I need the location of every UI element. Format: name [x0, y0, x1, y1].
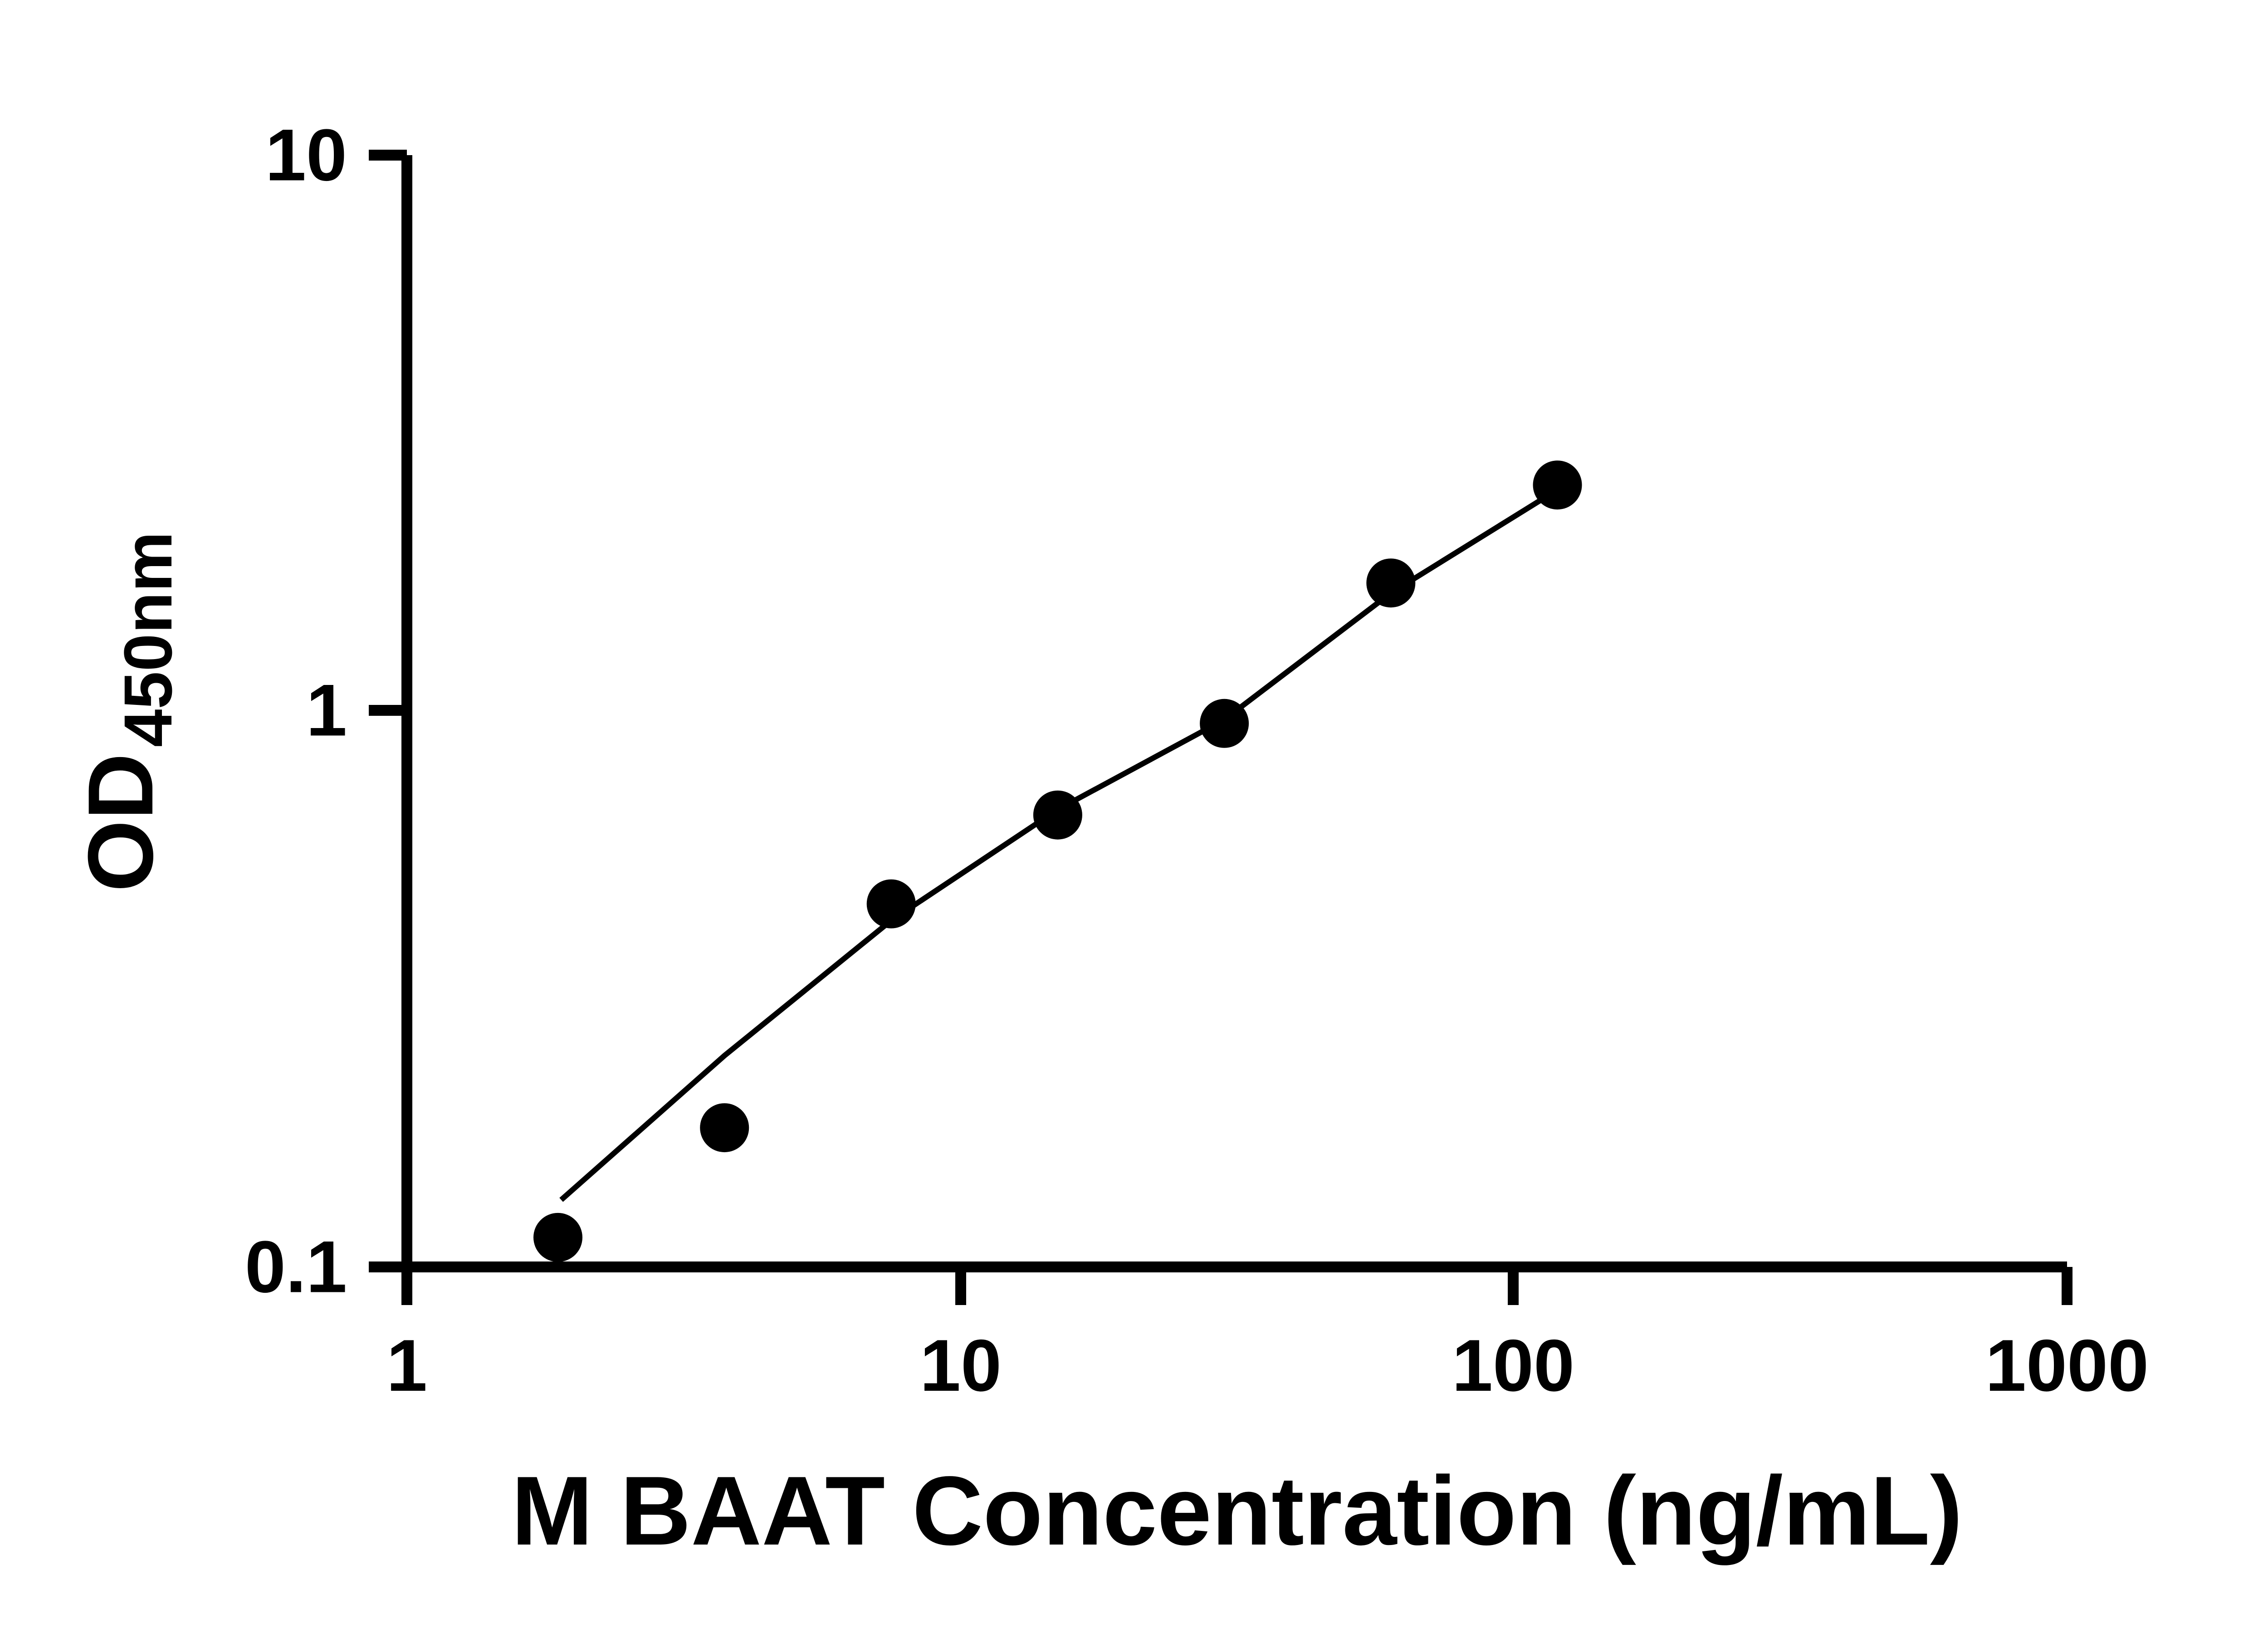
y-axis-title-subscript: 450nm: [110, 532, 186, 747]
y-axis-title-main: OD: [69, 753, 172, 892]
data-points: [533, 460, 1582, 1262]
y-axis-title: OD 450nm: [69, 532, 186, 892]
data-point-marker: [1200, 699, 1249, 748]
x-axis-ticks: [401, 1267, 2072, 1305]
y-tick-label: 0.1: [245, 1226, 347, 1308]
data-point-marker: [1533, 460, 1582, 510]
x-tick-label: 10: [920, 1325, 1002, 1407]
data-point-marker: [1366, 558, 1416, 608]
y-axis-ticks: [369, 150, 407, 1272]
y-axis-labels: 10 1 0.1: [245, 114, 347, 1308]
x-axis-labels: 1 10 100 1000: [386, 1325, 2149, 1407]
x-axis-title: M BAAT Concentration (ng/mL): [511, 1456, 1963, 1565]
data-point-marker: [1033, 790, 1082, 840]
y-tick-label: 1: [306, 670, 347, 752]
data-point-marker: [700, 1103, 749, 1153]
x-tick-label: 100: [1452, 1325, 1574, 1407]
data-point-marker: [866, 879, 916, 929]
x-tick-label: 1000: [1985, 1325, 2149, 1407]
x-tick-label: 1: [386, 1325, 427, 1407]
y-tick-label: 10: [265, 114, 347, 196]
data-point-marker: [533, 1213, 582, 1262]
